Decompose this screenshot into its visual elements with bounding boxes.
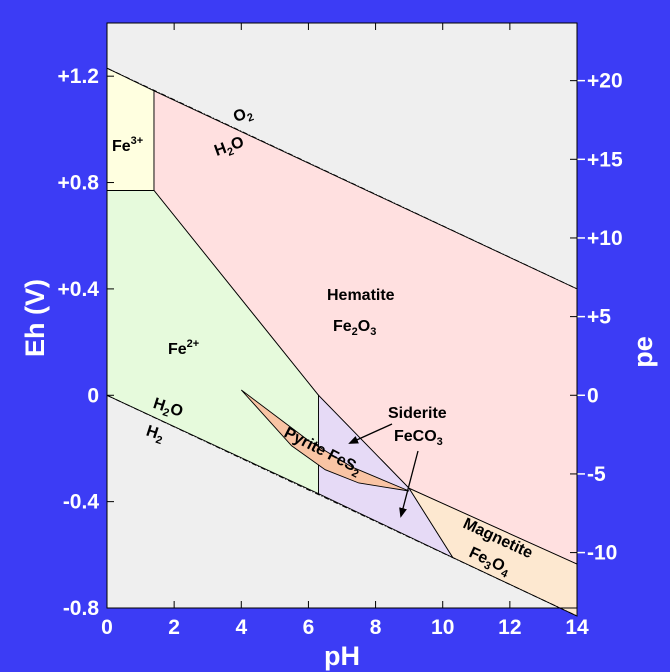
y-tick-label: +1.2 [58,65,99,88]
pe-tick-label: +20 [587,70,623,93]
y-tick-label: +0.4 [58,278,100,301]
x-tick-label: 2 [168,616,180,639]
pe-tick-label: -5 [587,463,606,486]
y-tick-label: -0.4 [63,491,100,514]
y-tick-label: 0 [87,384,99,407]
x-tick-label: 4 [235,616,247,639]
label-h2o-top: H2O [212,134,247,163]
label-fe2: Fe2+ [168,338,199,358]
pe-tick-label: +10 [587,227,623,250]
pe-tick-label: +15 [587,148,623,171]
stability-regions [106,67,578,617]
y-tick-label: +0.8 [58,172,100,195]
h2o-h2-line [106,394,578,617]
o2-h2o-line [106,67,578,290]
label-o2: O2 [231,104,255,129]
x-tick-label: 6 [303,616,315,639]
x-tick-label: 0 [101,616,113,639]
pe-tick-label: 0 [587,384,599,407]
label-fe3: Fe3+ [112,135,143,155]
x-axis-title: pH [324,641,360,671]
x-tick-label: 12 [498,616,521,639]
pe-tick-label: -10 [587,542,617,565]
x-tick-label: 10 [431,616,454,639]
label-magnetite-formula: Fe3O4 [465,544,514,581]
label-hematite: Hematite [327,287,395,304]
label-siderite: Siderite [388,405,447,422]
axis-ticks: 0 2 4 6 8 10 12 14 +1.2 +0.8 +0.4 0 -0.4 -0.8 +20 +15 +1… [58,23,623,639]
label-siderite-formula: FeCO3 [394,428,443,448]
label-h2: H2 [143,423,166,447]
label-hematite-formula: Fe2O3 [333,318,376,338]
x-tick-label: 14 [565,616,589,639]
siderite-arrow-2 [399,450,419,518]
plot-border [106,22,578,609]
region-magnetite [407,487,578,617]
y-tick-label: -0.8 [63,597,100,620]
y2-axis-title: pe [628,336,658,368]
boundary-lines [106,67,578,617]
y-axis-title: Eh (V) [20,279,50,357]
region-pyrite [240,389,410,492]
x-tick-label: 8 [370,616,382,639]
pe-tick-label: +5 [587,306,611,329]
label-h2o-bottom: H2O [150,395,185,423]
siderite-arrow-1 [348,423,393,444]
